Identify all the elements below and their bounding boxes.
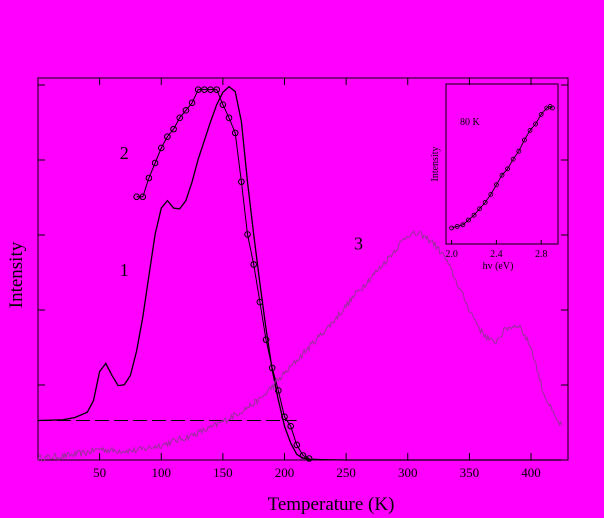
inset-x-tick-label: 2.0 (445, 249, 458, 260)
series-2-point (238, 178, 245, 186)
x-tick-label: 100 (152, 465, 172, 480)
series-2-point (176, 114, 184, 122)
inset-x-tick-label: 2.8 (535, 249, 548, 260)
inset-point (460, 222, 466, 228)
inset-point (465, 217, 471, 223)
x-tick-label: 300 (398, 465, 418, 480)
x-axis-title: Temperature (K) (268, 494, 395, 515)
series-2-point (287, 422, 294, 430)
series-2-point (231, 129, 239, 137)
inset-point (510, 156, 516, 162)
inset-y-axis-title: Intensity (430, 147, 441, 182)
series-2-point (207, 86, 214, 93)
inset-point (538, 112, 544, 117)
inset-point (527, 127, 533, 133)
inset-point (477, 206, 483, 212)
series-2-point (139, 193, 147, 201)
series-2-point (225, 114, 233, 122)
series-2-point (164, 133, 171, 140)
inset-point (493, 182, 499, 188)
x-tick-label: 350 (460, 465, 480, 480)
x-tick-label: 200 (275, 465, 295, 480)
inset-point (482, 199, 488, 205)
series-2-line (136, 89, 310, 459)
x-tick-label: 150 (213, 465, 233, 480)
series-2-point (293, 441, 301, 449)
series-2-point (188, 99, 196, 107)
series-2-point (182, 107, 190, 114)
series-2-point (244, 231, 251, 238)
inset-point (488, 191, 494, 197)
x-tick-label: 400 (521, 465, 541, 480)
series-1-line (37, 85, 562, 461)
series-2-point (262, 336, 270, 343)
series-2-point (299, 452, 307, 459)
inset-point (550, 105, 555, 111)
series-2-point (201, 86, 208, 93)
x-tick-label: 50 (93, 465, 106, 480)
inset-annotation: 80 K (460, 117, 481, 128)
inset-point (533, 121, 538, 127)
plot-frame (37, 77, 569, 461)
series-2-point (145, 174, 153, 182)
inset-point (449, 225, 455, 231)
inset-x-tick-label: 2.4 (490, 249, 503, 260)
inset-point (454, 223, 460, 229)
series-2-point (268, 364, 276, 372)
inset-x-axis-title: hv (eV) (483, 261, 514, 272)
inset-point (505, 166, 511, 172)
series-2-point (250, 261, 257, 268)
curve-label-3: 3 (354, 233, 363, 253)
series-2-point (281, 413, 288, 421)
series-2-point (194, 86, 202, 93)
inset-frame (445, 83, 559, 245)
series-2-point (275, 387, 282, 394)
inset-point (516, 148, 522, 154)
series-2-point (305, 455, 313, 462)
series-2-point (133, 193, 140, 201)
series-2-point (151, 159, 159, 167)
curve-label-2: 2 (120, 143, 129, 163)
series-3-line (37, 230, 563, 462)
inset-point (471, 212, 477, 218)
series-2-point (219, 101, 227, 108)
series-2-point (213, 86, 221, 93)
x-tick-label: 250 (336, 465, 356, 480)
y-axis-title: Intensity (6, 241, 27, 308)
inset-point (499, 172, 505, 178)
series-2-point (170, 125, 177, 133)
series-2-point (256, 298, 264, 306)
curve-label-1: 1 (120, 260, 129, 280)
series-2-point (157, 144, 165, 152)
inset-point (522, 137, 527, 143)
